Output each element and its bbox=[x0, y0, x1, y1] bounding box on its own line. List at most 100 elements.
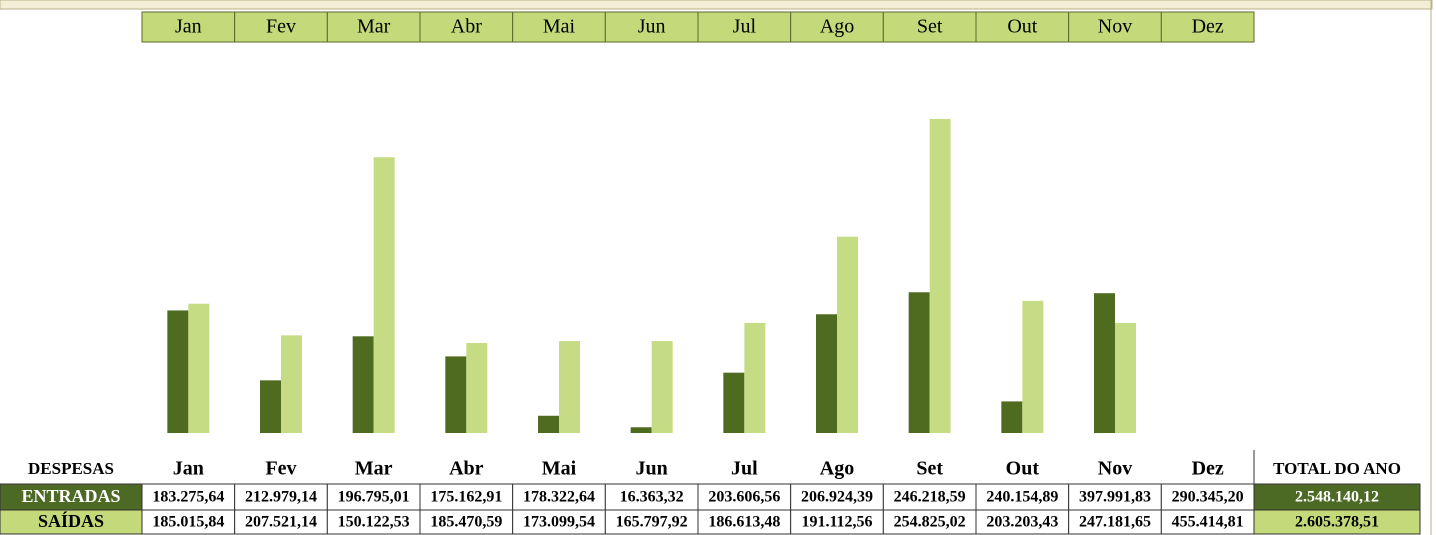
table-header: Ago bbox=[820, 458, 854, 480]
table-cell bbox=[234, 509, 328, 535]
month-cell bbox=[234, 11, 328, 43]
table-cell bbox=[1160, 483, 1255, 511]
month-label: Fev bbox=[266, 16, 296, 38]
table-cell-text: 191.112,56 bbox=[801, 514, 872, 531]
month-label: Abr bbox=[451, 16, 482, 38]
bar bbox=[1001, 401, 1023, 433]
month-label: Mai bbox=[543, 16, 576, 38]
table-header: Out bbox=[1006, 458, 1040, 480]
bar bbox=[281, 335, 302, 433]
bar bbox=[1094, 293, 1115, 433]
month-label: Jun bbox=[638, 16, 666, 38]
table-cell-text: 2.548.140,12 bbox=[1295, 489, 1379, 506]
table-cell bbox=[1253, 483, 1421, 511]
table-cell-text: 254.825,02 bbox=[894, 514, 966, 531]
table-cell bbox=[234, 483, 328, 511]
table-header: DESPESAS bbox=[28, 459, 114, 478]
month-label: Jul bbox=[733, 16, 757, 38]
table-cell-text: 178.322,64 bbox=[523, 489, 595, 506]
top-band bbox=[0, 0, 1433, 10]
table-header: Set bbox=[916, 458, 943, 480]
table-cell bbox=[1068, 483, 1162, 511]
table-cell-text: 203.203,43 bbox=[986, 514, 1058, 531]
table-header: Mar bbox=[355, 458, 393, 480]
month-cell bbox=[882, 11, 977, 43]
bar bbox=[1022, 300, 1044, 433]
month-label: Set bbox=[917, 16, 943, 38]
table-cell-text: 185.015,84 bbox=[152, 514, 224, 531]
table-header: Jun bbox=[636, 458, 668, 480]
table-header: Jan bbox=[173, 458, 204, 480]
bar bbox=[260, 380, 281, 433]
month-cell bbox=[1068, 11, 1162, 43]
table-cell bbox=[326, 509, 421, 535]
bar bbox=[723, 372, 745, 433]
table-cell-text: 206.924,39 bbox=[801, 489, 873, 506]
table-header: Abr bbox=[449, 458, 484, 480]
table-cell bbox=[790, 509, 884, 535]
table-cell-text: SAÍDAS bbox=[38, 510, 104, 531]
month-label: Mar bbox=[357, 16, 391, 38]
table-cell bbox=[512, 509, 606, 535]
table-cell bbox=[604, 483, 699, 511]
table-cell-text: 2.605.378,51 bbox=[1295, 514, 1379, 531]
table-cell bbox=[0, 509, 143, 535]
table-cell-text: 290.345,20 bbox=[1172, 489, 1244, 506]
table-cell-text: 183.275,64 bbox=[152, 489, 224, 506]
table-cell-text: 196.795,01 bbox=[338, 489, 410, 506]
table-cell-text: 203.606,56 bbox=[708, 489, 780, 506]
table-cell bbox=[1253, 509, 1421, 535]
bar bbox=[466, 342, 488, 433]
table-cell-text: 455.414,81 bbox=[1172, 514, 1244, 531]
month-cell bbox=[975, 11, 1070, 43]
table-cell-text: 397.991,83 bbox=[1079, 489, 1151, 506]
month-label: Ago bbox=[820, 16, 854, 38]
bar bbox=[816, 314, 837, 433]
table-header: Mai bbox=[542, 458, 577, 480]
table-cell-text: 212.979,14 bbox=[245, 489, 317, 506]
table-cell-text: 240.154,89 bbox=[986, 489, 1058, 506]
bar bbox=[352, 336, 374, 433]
bar bbox=[559, 341, 580, 433]
table-cell-text: 16.363,32 bbox=[620, 489, 684, 506]
bar bbox=[167, 310, 189, 433]
bar bbox=[744, 322, 766, 433]
bar bbox=[373, 157, 395, 434]
table-header: Fev bbox=[265, 458, 296, 480]
table-cell-text: 175.162,91 bbox=[430, 489, 502, 506]
table-cell bbox=[141, 483, 236, 511]
bar bbox=[651, 341, 673, 433]
table-cell bbox=[141, 509, 236, 535]
table-cell-text: 247.181,65 bbox=[1079, 514, 1151, 531]
month-cell bbox=[1160, 11, 1255, 43]
bar bbox=[188, 303, 210, 433]
table-cell-text: 173.099,54 bbox=[523, 514, 595, 531]
table-header: Nov bbox=[1098, 458, 1132, 480]
month-label: Jan bbox=[175, 16, 202, 38]
bar bbox=[837, 236, 858, 433]
table-cell-text: 186.613,48 bbox=[708, 514, 780, 531]
bar bbox=[1115, 322, 1136, 433]
table-cell bbox=[419, 509, 514, 535]
month-label: Dez bbox=[1192, 16, 1224, 38]
table-cell-text: 165.797,92 bbox=[616, 514, 688, 531]
bar bbox=[538, 415, 559, 433]
table-cell bbox=[512, 483, 606, 511]
table-header: Jul bbox=[731, 458, 758, 480]
bar bbox=[908, 292, 930, 433]
table-cell-text: 185.470,59 bbox=[430, 514, 502, 531]
bar bbox=[630, 427, 652, 433]
table-cell-text: 150.122,53 bbox=[338, 514, 410, 531]
month-cell bbox=[604, 11, 699, 43]
table-cell-text: ENTRADAS bbox=[21, 486, 120, 506]
table-header: Dez bbox=[1192, 458, 1224, 480]
month-label: Nov bbox=[1098, 16, 1132, 38]
table-cell-text: 207.521,14 bbox=[245, 514, 317, 531]
table-header: TOTAL DO ANO bbox=[1273, 459, 1401, 478]
table-cell-text: 246.218,59 bbox=[894, 489, 966, 506]
table-cell bbox=[1160, 509, 1255, 535]
month-cell bbox=[326, 11, 421, 43]
table-cell bbox=[0, 483, 143, 511]
bar bbox=[929, 118, 951, 433]
